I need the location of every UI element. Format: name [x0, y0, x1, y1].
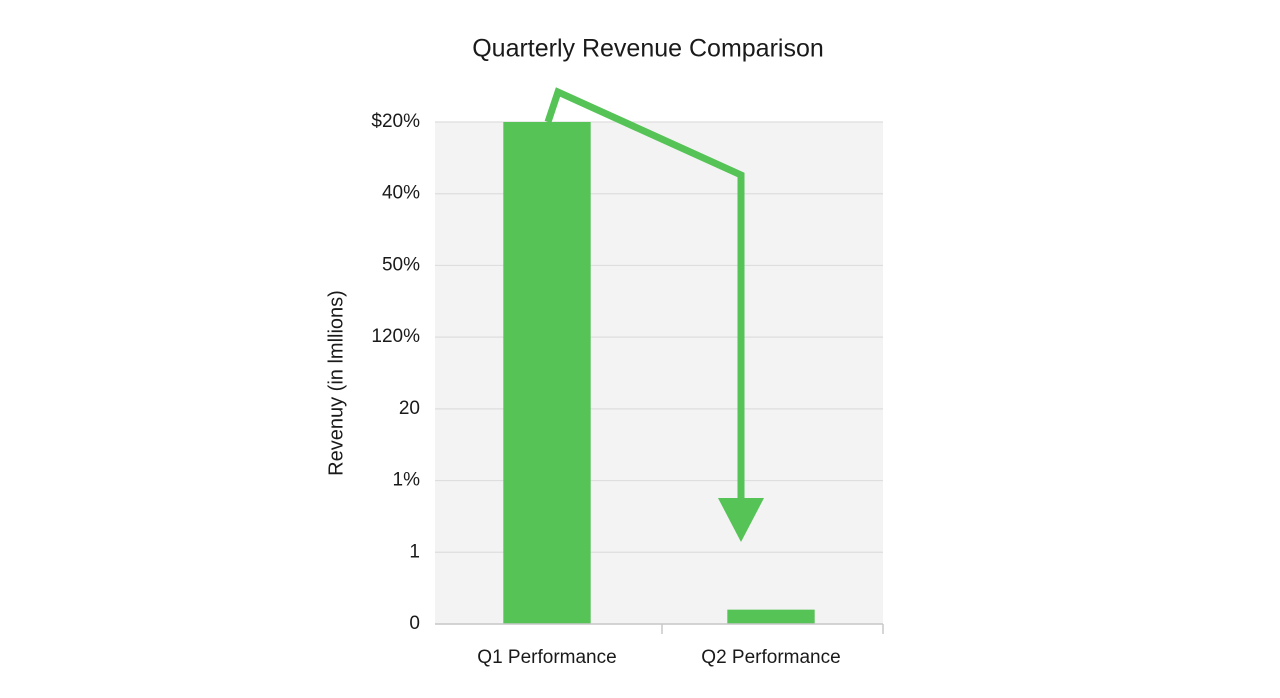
y-tick-label: 50% [382, 254, 420, 275]
y-axis-title: Revenuy (in lmllions) [325, 290, 347, 476]
x-tick-label: Q1 Performance [477, 647, 616, 668]
y-tick-label: 20 [399, 398, 420, 419]
y-tick-label: 120% [371, 326, 420, 347]
arrow-head [718, 498, 764, 542]
plot-area [435, 122, 883, 624]
chart-title: Quarterly Revenue Comparison [472, 35, 824, 63]
arrow-shaft [544, 87, 745, 505]
x-tick-label: Q2 Performance [701, 647, 840, 668]
y-tick-label: 1 [409, 541, 420, 562]
bar [503, 122, 591, 624]
y-tick-label: 40% [382, 183, 420, 204]
y-tick-label: 1% [393, 470, 421, 491]
y-tick-label: 0 [409, 613, 420, 634]
bar [727, 609, 815, 624]
y-tick-label: $20% [371, 111, 420, 132]
bars [503, 122, 815, 624]
annotation-arrow [544, 87, 764, 542]
